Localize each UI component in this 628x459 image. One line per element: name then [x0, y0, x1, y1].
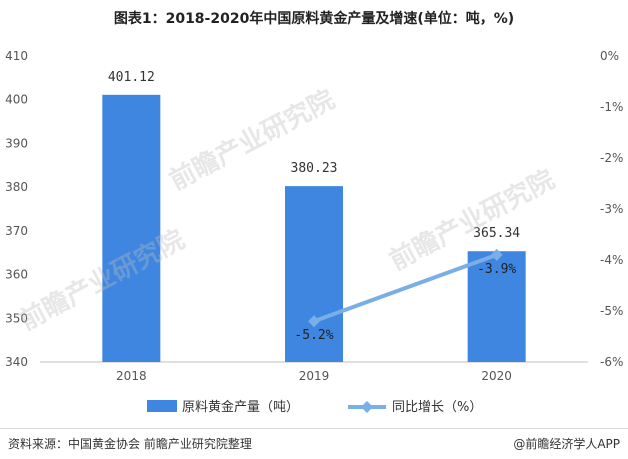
left-axis-tick-label: 340: [5, 355, 28, 369]
right-axis-tick-label: -3%: [600, 202, 623, 216]
left-axis-tick-label: 370: [5, 224, 28, 238]
brand-credit: @前瞻经济学人APP: [513, 437, 620, 451]
legend-line-marker: [361, 401, 373, 413]
right-axis-tick-label: -5%: [600, 304, 623, 318]
legend-line-label: 同比增长（%）: [392, 400, 482, 415]
legend-bar-label: 原料黄金产量（吨）: [182, 399, 299, 415]
left-axis-tick-label: 390: [5, 136, 28, 150]
right-axis-tick-label: -6%: [600, 355, 623, 369]
x-axis-tick-label: 2020: [481, 369, 512, 383]
bar-value-label: 380.23: [291, 161, 338, 176]
left-axis-tick-label: 380: [5, 180, 28, 194]
bar: [285, 186, 343, 362]
left-axis-tick-label: 350: [5, 311, 28, 325]
left-axis-tick-label: 400: [5, 93, 28, 107]
right-axis-tick-label: -2%: [600, 151, 623, 165]
x-axis-tick-label: 2018: [116, 369, 147, 383]
growth-point: [490, 248, 503, 261]
left-axis-tick-label: 410: [5, 49, 28, 63]
growth-value-label: -5.2%: [294, 328, 333, 343]
x-axis-tick-label: 2019: [299, 369, 330, 383]
bar: [102, 94, 161, 362]
growth-value-label: -3.9%: [477, 262, 516, 277]
right-axis-tick-label: -4%: [600, 253, 623, 267]
bar: [467, 251, 526, 362]
chart-title: 图表1：2018-2020年中国原料黄金产量及增速(单位：吨，%): [113, 11, 515, 27]
right-axis-tick-label: 0%: [600, 49, 619, 63]
bar-value-label: 401.12: [108, 70, 155, 85]
legend-bar-swatch: [147, 400, 177, 412]
source-note: 资料来源：中国黄金协会 前瞻产业研究院整理: [8, 437, 252, 451]
bar-value-label: 365.34: [473, 226, 520, 241]
chart-canvas: 340 350 360 370 380 390 400 410 0% -1% -2% -3% -4% -5…: [5, 49, 623, 415]
growth-point: [308, 315, 320, 328]
left-axis-tick-label: 360: [5, 268, 28, 282]
right-axis-tick-label: -1%: [600, 100, 623, 114]
footer: 资料来源：中国黄金协会 前瞻产业研究院整理 @前瞻经济学人APP: [0, 428, 628, 459]
growth-line: [313, 253, 498, 324]
